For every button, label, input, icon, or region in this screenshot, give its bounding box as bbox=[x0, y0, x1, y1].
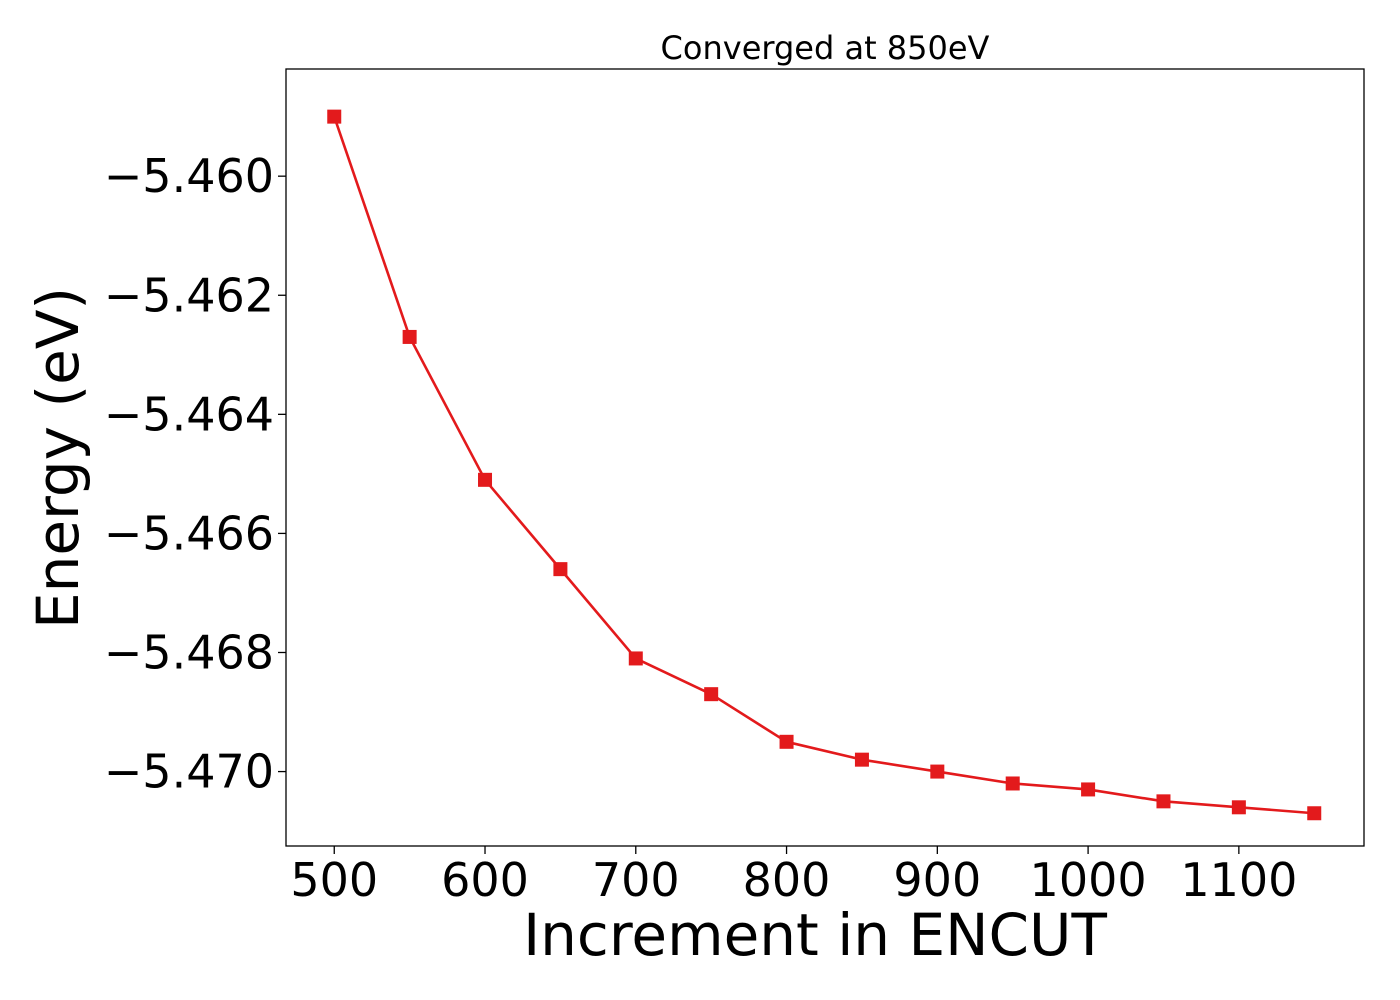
data-point-marker bbox=[553, 562, 568, 577]
data-point-marker bbox=[1307, 806, 1322, 821]
y-axis-label: Energy (eV) bbox=[24, 287, 92, 629]
x-tick-label: 500 bbox=[290, 853, 378, 907]
x-tick-label: 700 bbox=[592, 853, 680, 907]
data-point-marker bbox=[1156, 794, 1171, 809]
data-point-marker bbox=[930, 764, 945, 779]
plot-frame bbox=[285, 68, 1365, 847]
x-tick-label: 800 bbox=[743, 853, 831, 907]
y-tick-label: −5.462 bbox=[104, 268, 274, 322]
x-tick-label: 1000 bbox=[1030, 853, 1147, 907]
data-point-marker bbox=[1005, 776, 1020, 791]
y-tick-label: −5.464 bbox=[104, 387, 274, 441]
plot-area bbox=[285, 68, 1365, 847]
data-point-marker bbox=[1081, 782, 1096, 797]
x-axis: 500 600 700 800 900 1000 1100 bbox=[290, 846, 1297, 907]
chart-title: Converged at 850eV bbox=[661, 29, 990, 67]
x-tick-label: 600 bbox=[441, 853, 529, 907]
data-point-marker bbox=[704, 687, 719, 702]
x-axis-label: Increment in ENCUT bbox=[523, 901, 1107, 969]
series-line bbox=[333, 116, 1315, 815]
data-point-marker bbox=[854, 752, 869, 767]
data-point-marker bbox=[628, 651, 643, 666]
data-point-marker bbox=[402, 329, 417, 344]
data-point-marker bbox=[478, 472, 493, 487]
data-point-marker bbox=[327, 109, 342, 124]
x-tick-label: 900 bbox=[893, 853, 981, 907]
series-layer bbox=[327, 109, 1322, 821]
y-tick-label: −5.466 bbox=[104, 506, 274, 560]
x-tick-label: 1100 bbox=[1180, 853, 1297, 907]
y-tick-label: −5.470 bbox=[104, 745, 274, 799]
y-axis: −5.460 −5.462 −5.464 −5.466 −5.468 −5.470 bbox=[104, 149, 286, 799]
data-point-marker bbox=[779, 734, 794, 749]
data-point-marker bbox=[1231, 800, 1246, 815]
y-tick-label: −5.468 bbox=[104, 625, 274, 679]
y-tick-label: −5.460 bbox=[104, 149, 274, 203]
